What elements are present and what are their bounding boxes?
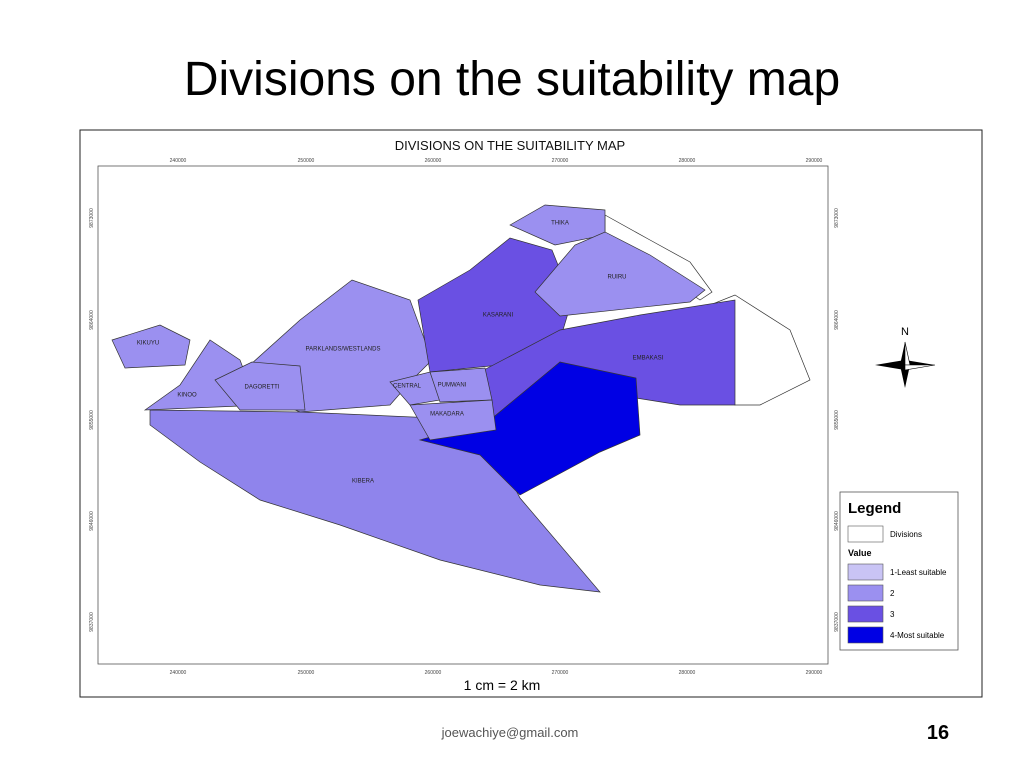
legend-swatch xyxy=(847,525,884,543)
division-label: PUMWANI xyxy=(438,383,467,389)
x-tick-label: 270000 xyxy=(552,670,569,676)
slide-title: Divisions on the suitability map xyxy=(184,53,840,106)
x-tick-label: 280000 xyxy=(679,158,696,164)
division-shape xyxy=(534,231,706,317)
x-tick-label: 240000 xyxy=(170,670,187,676)
y-tick-label: 9837000 xyxy=(89,612,95,632)
division-label: KINOO xyxy=(177,393,197,399)
x-tick-label: 270000 xyxy=(552,158,569,164)
legend-swatch xyxy=(847,605,884,623)
legend-swatch xyxy=(847,584,884,602)
legend-label: 3 xyxy=(890,610,895,619)
x-tick-label: 250000 xyxy=(298,670,315,676)
division-label: CENTRAL xyxy=(393,384,422,390)
y-tick-label: 9873000 xyxy=(834,208,840,228)
division-label: KASARANI xyxy=(483,313,514,319)
map-neatline xyxy=(97,165,829,665)
division-label: EMBAKASI xyxy=(633,356,664,362)
legend-subtitle: Value xyxy=(848,548,872,558)
legend-label: 1-Least suitable xyxy=(890,568,947,577)
legend-swatch xyxy=(847,563,884,581)
division-label: PARKLANDS/WESTLANDS xyxy=(306,347,381,353)
x-tick-label: 250000 xyxy=(298,158,315,164)
division-shape xyxy=(111,324,191,369)
y-tick-label: 9846000 xyxy=(89,511,95,531)
division-label: THIKA xyxy=(551,221,569,227)
scale-label: 1 cm = 2 km xyxy=(464,677,541,693)
division-shape xyxy=(509,204,606,246)
x-tick-label: 260000 xyxy=(425,158,442,164)
y-tick-label: 9846000 xyxy=(834,511,840,531)
y-tick-label: 9873000 xyxy=(89,208,95,228)
legend-title: Legend xyxy=(848,500,901,517)
footer-email: joewachiye@gmail.com xyxy=(441,725,579,740)
division-label: KIKUYU xyxy=(137,341,159,347)
y-tick-label: 9864000 xyxy=(89,310,95,330)
map-title: DIVISIONS ON THE SUITABILITY MAP xyxy=(395,138,625,153)
x-tick-label: 290000 xyxy=(806,670,823,676)
division-label: MAKADARA xyxy=(430,412,464,418)
division-label: DAGORETTI xyxy=(244,385,279,391)
page-number: 16 xyxy=(927,722,949,744)
x-tick-label: 280000 xyxy=(679,670,696,676)
division-shape xyxy=(418,361,641,496)
north-label: N xyxy=(901,326,909,338)
division-label: KIBERA xyxy=(352,479,374,485)
map-area xyxy=(111,204,811,593)
x-tick-label: 260000 xyxy=(425,670,442,676)
legend-label: Divisions xyxy=(890,530,922,539)
x-tick-label: 290000 xyxy=(806,158,823,164)
y-tick-label: 9855000 xyxy=(89,410,95,430)
y-tick-label: 9837000 xyxy=(834,612,840,632)
legend-label: 2 xyxy=(890,589,895,598)
legend-swatch xyxy=(847,626,884,644)
division-shape xyxy=(214,361,306,411)
division-shape xyxy=(409,399,497,441)
north-arrow xyxy=(875,341,936,388)
y-tick-label: 9864000 xyxy=(834,310,840,330)
division-label: RUIRU xyxy=(608,275,627,281)
x-tick-label: 240000 xyxy=(170,158,187,164)
legend-label: 4-Most suitable xyxy=(890,631,945,640)
y-tick-label: 9855000 xyxy=(834,410,840,430)
